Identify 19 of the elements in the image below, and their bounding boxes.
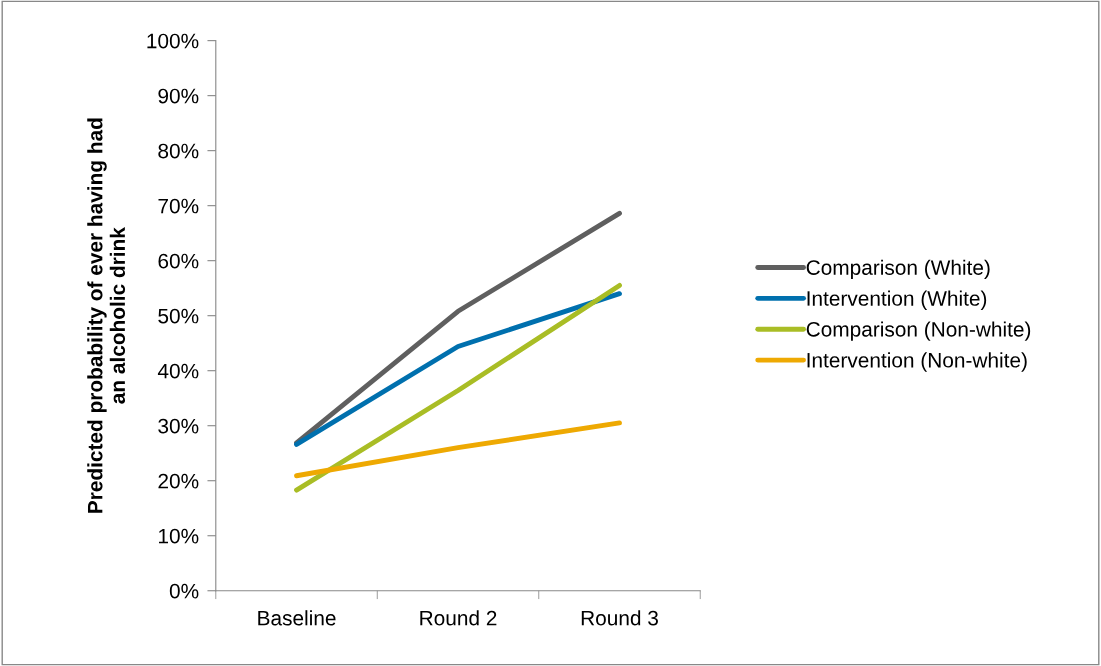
y-tick-label: 10% xyxy=(159,528,199,544)
y-tick-label: 60% xyxy=(158,253,199,269)
y-tick-label: 100% xyxy=(147,33,199,49)
legend-label: Comparison (Non-white) xyxy=(806,321,1031,341)
y-tick-label: 0% xyxy=(169,583,199,599)
legend-label: Comparison (White) xyxy=(806,259,990,280)
x-tick-label: Baseline xyxy=(258,610,336,626)
y-tick-label: 30% xyxy=(158,418,199,434)
y-tick-label: 40% xyxy=(157,363,199,379)
x-tick-label: Round 2 xyxy=(420,610,497,626)
x-tick-label: Round 3 xyxy=(581,610,658,626)
legend-label: Intervention (White) xyxy=(807,290,987,310)
y-tick-label: 80% xyxy=(158,143,199,159)
y-axis-title: Predicted probability of ever having had an alcoholic drink xyxy=(87,118,126,513)
y-tick-label: 50% xyxy=(158,308,199,324)
y-tick-label: 70% xyxy=(158,198,199,214)
y-tick-label: 20% xyxy=(158,473,199,489)
legend-label: Intervention (Non-white) xyxy=(807,352,1027,372)
y-tick-label: 90% xyxy=(158,88,199,104)
